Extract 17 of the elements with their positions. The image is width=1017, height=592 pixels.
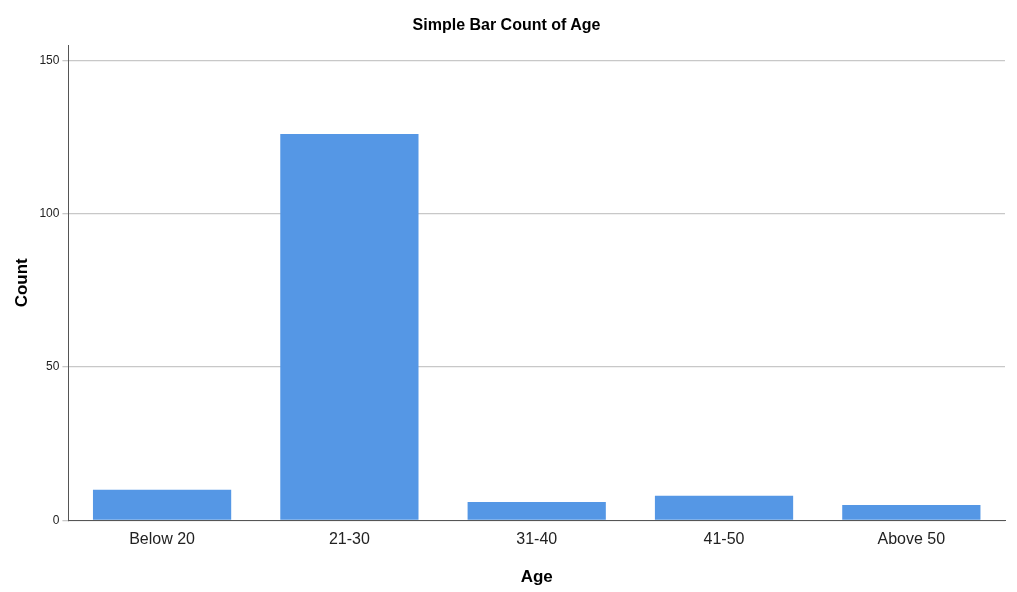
y-axis-title: Count [11, 257, 31, 308]
x-tick-label: 21-30 [328, 530, 370, 548]
x-tick-label: 31-40 [516, 530, 558, 548]
y-tick-label: 0 [52, 512, 60, 527]
x-tick-label: Above 50 [877, 530, 946, 548]
chart-title: Simple Bar Count of Age [412, 16, 601, 34]
x-tick-label: Below 20 [129, 530, 196, 548]
y-tick-label: 100 [39, 206, 60, 221]
bar [467, 502, 606, 520]
x-axis-title: Age [520, 567, 553, 587]
bar [842, 505, 981, 520]
y-tick-label: 150 [39, 52, 60, 67]
y-tick-label: 50 [46, 359, 60, 374]
x-tick-label: 41-50 [703, 530, 745, 548]
bar [92, 489, 232, 520]
bar [280, 134, 419, 520]
bar [654, 495, 794, 520]
